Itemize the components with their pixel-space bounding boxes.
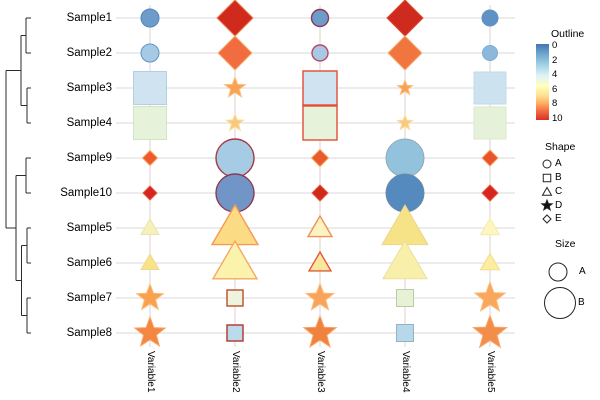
size-legend-title: Size bbox=[555, 238, 576, 250]
row-label: Sample4 bbox=[66, 117, 112, 129]
outline-tick: 6 bbox=[552, 84, 558, 95]
row-label: Sample2 bbox=[66, 47, 112, 59]
row-label: Sample3 bbox=[66, 82, 112, 94]
size-item-label: A bbox=[579, 266, 586, 277]
outline-tick: 4 bbox=[552, 69, 558, 80]
col-label: Variable3 bbox=[315, 351, 326, 393]
row-label: Sample1 bbox=[66, 12, 112, 24]
row-label: Sample7 bbox=[66, 292, 112, 304]
shape-item-label: A bbox=[555, 158, 562, 169]
col-label: Variable1 bbox=[145, 351, 156, 393]
row-label: Sample6 bbox=[66, 257, 112, 269]
shape-item-label: E bbox=[555, 213, 562, 224]
col-label: Variable5 bbox=[485, 351, 496, 393]
outline-tick: 10 bbox=[552, 113, 563, 124]
shape-legend-title: Shape bbox=[545, 141, 576, 153]
outline-tick: 2 bbox=[552, 55, 558, 66]
shape-item-label: C bbox=[555, 186, 563, 197]
shape-item-label: D bbox=[555, 199, 563, 211]
row-label: Sample8 bbox=[66, 327, 112, 339]
outline-tick: 8 bbox=[552, 98, 558, 109]
row-label: Sample9 bbox=[66, 152, 112, 164]
col-label: Variable2 bbox=[230, 351, 241, 393]
outline-legend-title: Outline bbox=[551, 28, 585, 40]
row-label: Sample5 bbox=[66, 222, 112, 234]
row-label: Sample10 bbox=[60, 187, 112, 199]
size-item-label: B bbox=[578, 297, 585, 308]
shape-item-label: B bbox=[555, 172, 562, 183]
outline-tick: 0 bbox=[552, 40, 558, 51]
col-label: Variable4 bbox=[400, 351, 411, 393]
